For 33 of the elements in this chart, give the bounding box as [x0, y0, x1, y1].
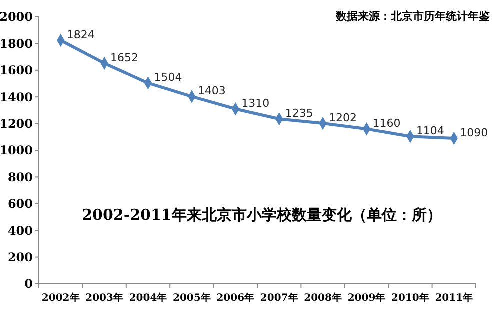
data-label: 1504: [154, 71, 182, 84]
x-tick-label: 2008年: [304, 292, 342, 304]
text: 2002-2011年来北京市小学校数量变化（单位：所）: [82, 206, 442, 224]
x-tick-label: 2009年: [348, 292, 386, 304]
x-tick-label: 2011年: [435, 292, 474, 304]
annotation: 数据来源：北京市历年统计年鉴: [335, 10, 490, 23]
x-tick-label: 2010年: [392, 292, 430, 304]
y-tick-label: 1800: [0, 36, 33, 51]
data-label: 1160: [372, 117, 401, 130]
x-tick-label: 2007年: [260, 292, 298, 304]
x-tick-label: 2004年: [129, 292, 168, 304]
y-tick-label: 400: [8, 224, 33, 238]
x-tick-label: 2005年: [173, 292, 211, 304]
x-tick-label: 2002年: [42, 292, 80, 304]
data-label: 1104: [416, 124, 444, 138]
data-label: 1652: [110, 51, 139, 64]
x-tick-label: 2003年: [86, 292, 124, 304]
y-tick-label: 1400: [0, 90, 33, 104]
y-tick-label: 2000: [0, 10, 33, 24]
data-label: 1090: [460, 126, 488, 140]
y-tick-label: 200: [8, 250, 33, 264]
y-tick-label: 1600: [0, 64, 33, 78]
y-tick-label: 0: [24, 277, 33, 292]
y-tick-label: 600: [8, 197, 33, 212]
y-tick-label: 1000: [0, 144, 33, 158]
y-tick-label: 1200: [0, 117, 33, 131]
data-label: 1235: [285, 107, 314, 120]
y-tick-label: 800: [8, 170, 33, 184]
data-label: 1202: [329, 112, 358, 125]
data-label: 1310: [242, 97, 270, 110]
data-label: 1403: [198, 84, 226, 98]
data-label: 1824: [66, 28, 95, 42]
x-tick-label: 2006年: [216, 292, 255, 304]
